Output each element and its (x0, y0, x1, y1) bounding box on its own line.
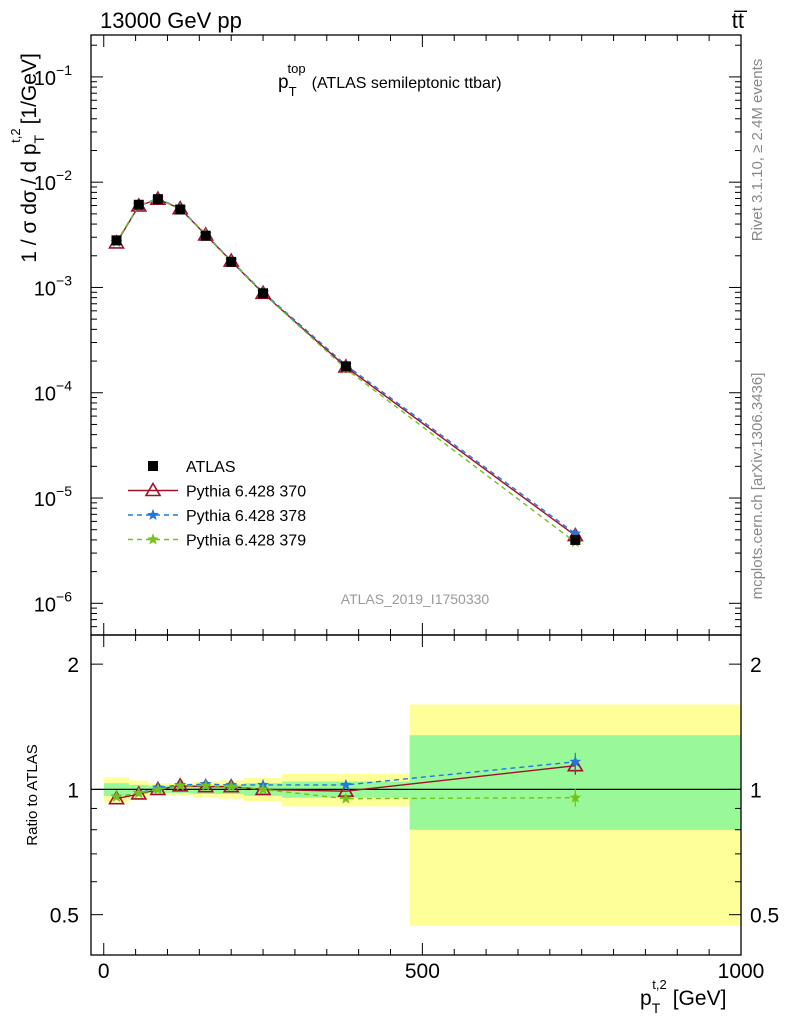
legend: ATLAS Pythia 6.428 370 Pythia 6.428 378 Pyt… (128, 459, 306, 550)
main-y-tick-label-exp: −1 (56, 62, 72, 78)
main-data-point (133, 199, 144, 210)
main-data-point (569, 527, 582, 539)
ratio-data-point (569, 755, 582, 767)
main-data-point (570, 534, 581, 545)
legend-marker (147, 508, 159, 521)
main-y-tick-label-exp: −6 (56, 588, 72, 604)
ratio-data-point (340, 792, 352, 804)
plot-title: pTtop (ATLAS semileptonic ttbar) (278, 61, 502, 99)
x-axis-label-text: p (640, 987, 652, 1010)
header-left: 13000 GeV pp (100, 8, 242, 33)
main-y-tick-label-exp: −5 (56, 483, 72, 499)
ratio-data-point (152, 783, 164, 795)
ratio-data-point (108, 790, 125, 805)
main-data-point (111, 235, 122, 246)
ratio-data-point (257, 783, 269, 795)
legend-entry: Pythia 6.428 378 (128, 508, 306, 525)
legend-entry: ATLAS (148, 459, 236, 476)
legend-label: ATLAS (186, 459, 236, 476)
main-data-point (200, 230, 211, 241)
analysis-watermark: ATLAS_2019_I1750330 (341, 591, 490, 607)
main-y-tick-label-base: 10 (34, 384, 56, 406)
legend-label: Pythia 6.428 378 (186, 508, 306, 525)
x-axis-label-sub: T (652, 1000, 661, 1016)
main-y-tick-label: 10−1 (34, 62, 72, 90)
ratio-data-point (340, 778, 352, 790)
plot-title-sub: T (289, 84, 297, 99)
main-y-label-unit: [1/GeV] (18, 53, 41, 124)
main-y-tick-label: 10−2 (34, 167, 72, 195)
main-y-label-text: 1 / σ dσ / d p (18, 143, 41, 262)
main-y-label-sub: T (31, 134, 47, 143)
ratio-data-point (199, 779, 212, 791)
x-axis-label-sup: t,2 (652, 977, 666, 992)
main-series-atlas (111, 194, 581, 545)
main-y-tick-label-base: 10 (34, 278, 56, 300)
ratio-uncertainty-bands (103, 704, 741, 926)
legend-marker (148, 461, 158, 471)
mcplots-label: mcplots.cern.ch [arXiv:1306.3436] (749, 373, 766, 600)
main-data-point (258, 288, 269, 299)
main-plot-area: 10−110−210−310−410−510−6 (34, 34, 742, 636)
legend-entry: Pythia 6.428 379 (128, 533, 306, 550)
main-data-point (175, 204, 186, 215)
main-y-tick-label: 10−3 (34, 272, 72, 300)
x-tick-label: 500 (405, 960, 440, 983)
ratio-y-tick-label-right: 0.5 (750, 905, 779, 928)
ratio-plot-area: 2 2 1 1 0.5 0.5 0 500 1000 (50, 634, 779, 983)
main-y-tick-label: 10−4 (34, 378, 72, 406)
ratio-band-inner (409, 735, 741, 830)
legend-entry: Pythia 6.428 370 (128, 481, 306, 501)
main-y-tick-label-exp: −4 (56, 378, 72, 394)
ratio-series-pythia-6-428-379 (110, 779, 582, 807)
main-y-label: 1 / σ dσ / d pTt,2 [1/GeV] (8, 53, 47, 263)
ratio-y-tick-label-right: 2 (750, 654, 762, 677)
main-data-point (152, 194, 163, 205)
ratio-plot-frame (90, 634, 742, 956)
main-y-tick-label-base: 10 (34, 173, 56, 195)
ratio-y-tick-label-left: 2 (67, 654, 79, 677)
ratio-data-point (132, 786, 145, 799)
ratio-y-label: Ratio to ATLAS (24, 744, 41, 845)
main-y-tick-label-base: 10 (34, 489, 56, 511)
header-right: tt̅ (732, 8, 748, 33)
legend-label: Pythia 6.428 379 (186, 533, 306, 550)
main-y-label-sup: t,2 (8, 128, 23, 142)
x-axis-label-unit: [GeV] (673, 987, 727, 1010)
x-tick-label: 0 (98, 960, 110, 983)
x-tick-label: 1000 (718, 960, 765, 983)
main-data-point (226, 256, 237, 267)
main-y-tick-label-base: 10 (34, 68, 56, 90)
ratio-y-tick-label-left: 1 (67, 779, 79, 802)
plot-title-main: p (278, 72, 289, 93)
main-y-tick-label: 10−5 (34, 483, 72, 511)
plot-title-sup: top (288, 61, 306, 76)
ratio-data-point (569, 791, 582, 803)
legend-label: Pythia 6.428 370 (186, 484, 306, 501)
ratio-data-point (225, 780, 238, 792)
ratio-data-point (174, 779, 187, 791)
main-y-tick-label-exp: −2 (56, 167, 72, 183)
main-y-tick-label: 10−6 (34, 588, 72, 616)
main-data-point (340, 361, 351, 372)
legend-marker (144, 481, 162, 497)
ratio-series-layer (108, 752, 584, 807)
main-y-tick-label-base: 10 (34, 594, 56, 616)
main-series-line (115, 198, 576, 543)
legend-marker (147, 533, 159, 545)
main-series-layer (108, 190, 584, 548)
main-y-tick-label-exp: −3 (56, 272, 72, 288)
rivet-label: Rivet 3.1.10, ≥ 2.4M events (749, 59, 766, 242)
ratio-y-tick-label-left: 0.5 (50, 905, 79, 928)
plot-title-rest: (ATLAS semileptonic ttbar) (312, 75, 502, 92)
ratio-data-point (110, 790, 123, 802)
x-axis-label: pTt,2 [GeV] (640, 977, 726, 1016)
ratio-y-tick-label-right: 1 (750, 779, 762, 802)
